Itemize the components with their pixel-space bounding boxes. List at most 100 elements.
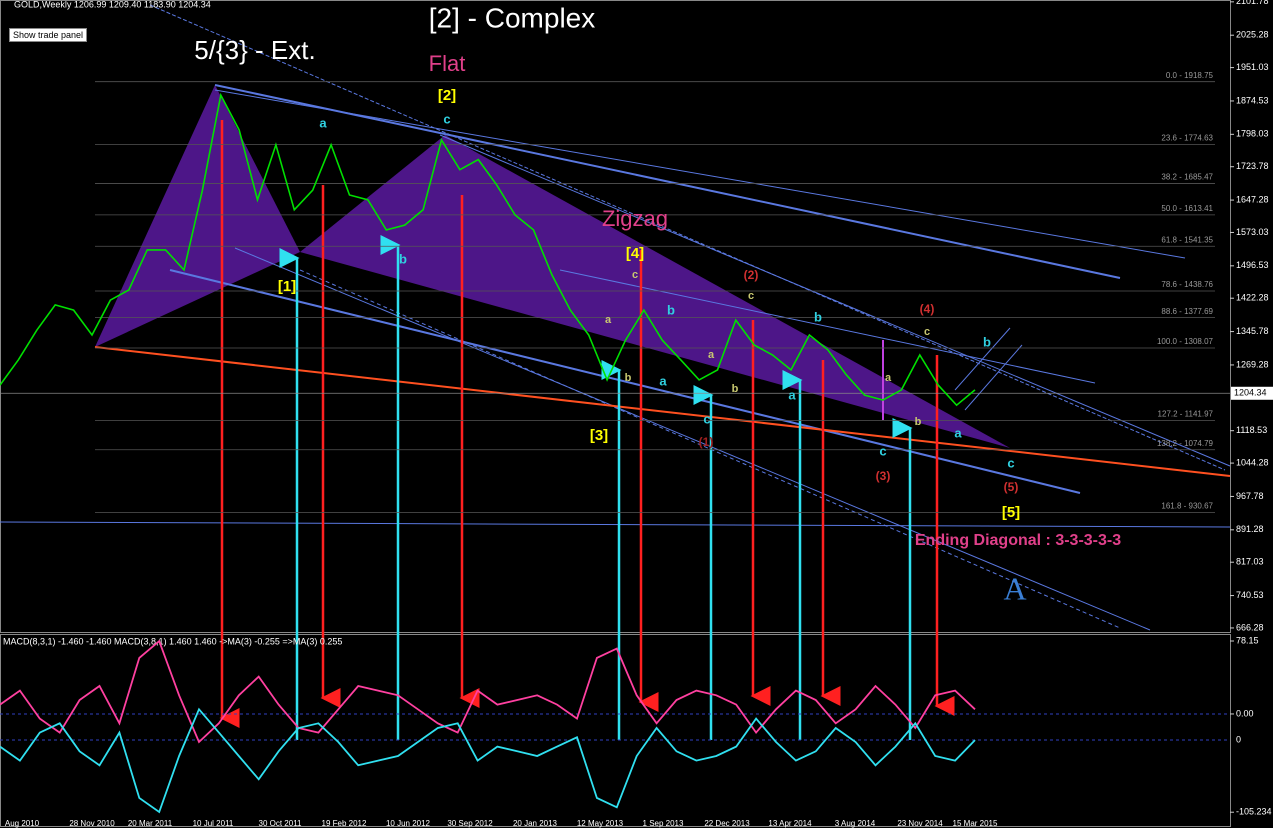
fib-label: 161.8 - 930.67 bbox=[1161, 502, 1213, 511]
y-tick-label: -105.234 bbox=[1236, 807, 1272, 817]
secondary-zero-label: 0 bbox=[1236, 734, 1241, 744]
wave-label: A bbox=[1003, 570, 1026, 606]
wave-label: a bbox=[788, 387, 796, 402]
y-tick-label: 967.78 bbox=[1236, 491, 1264, 501]
series-line bbox=[0, 707, 976, 814]
wave-label: c bbox=[703, 411, 710, 426]
x-tick-label: 22 Dec 2013 bbox=[704, 819, 750, 828]
y-tick-label: 1647.28 bbox=[1236, 194, 1269, 204]
y-tick-label: 1118.53 bbox=[1236, 425, 1267, 435]
fib-label: 88.6 - 1377.69 bbox=[1161, 307, 1213, 316]
x-tick-label: 3 Aug 2014 bbox=[835, 819, 876, 828]
wave-label: [2] - Complex bbox=[429, 2, 596, 33]
wave-label: a bbox=[708, 349, 715, 361]
wave-label: (3) bbox=[876, 469, 891, 483]
wave-label: a bbox=[319, 115, 327, 130]
y-tick-label: 817.03 bbox=[1236, 557, 1264, 567]
x-tick-label: 23 Nov 2014 bbox=[897, 819, 943, 828]
fib-label: 127.2 - 1141.97 bbox=[1158, 410, 1214, 419]
panel-borders bbox=[0, 0, 1231, 827]
y-tick-label: 1874.53 bbox=[1236, 95, 1269, 105]
signal-arrows bbox=[219, 120, 955, 740]
y-tick-label: 1044.28 bbox=[1236, 457, 1269, 467]
y-tick-label: 891.28 bbox=[1236, 524, 1264, 534]
wave-label: b bbox=[625, 372, 632, 384]
current-price-label: 1204.34 bbox=[1234, 388, 1267, 398]
x-tick-label: 28 Nov 2010 bbox=[69, 819, 115, 828]
fib-label: 38.2 - 1685.47 bbox=[1161, 173, 1213, 182]
y-tick-label: 1723.78 bbox=[1236, 161, 1269, 171]
fib-label: 61.8 - 1541.35 bbox=[1161, 235, 1213, 244]
wave-label: [5] bbox=[1002, 504, 1020, 521]
show-trade-panel-button[interactable]: Show trade panel bbox=[9, 28, 88, 42]
y-tick-label: 1269.28 bbox=[1236, 359, 1269, 369]
fib-label: 100.0 - 1308.07 bbox=[1157, 337, 1214, 346]
wave-label: (2) bbox=[744, 268, 759, 282]
fib-label: 23.6 - 1774.63 bbox=[1161, 134, 1213, 143]
fib-label: 0.0 - 1918.75 bbox=[1166, 71, 1214, 80]
wave-label: [3] bbox=[590, 427, 608, 444]
wave-label: c bbox=[748, 290, 754, 302]
fib-label: 138.2 - 1074.79 bbox=[1157, 439, 1214, 448]
wave-label: b bbox=[983, 334, 991, 349]
chart-title: GOLD,Weekly 1206.99 1209.40 1183.90 1204… bbox=[14, 0, 211, 9]
wave-label: b bbox=[915, 416, 922, 428]
y-tick-label: 1422.28 bbox=[1236, 293, 1269, 303]
y-tick-label: 1798.03 bbox=[1236, 129, 1269, 139]
wave-label: Ending Diagonal : 3-3-3-3-3 bbox=[915, 532, 1121, 549]
x-tick-label: 10 Jun 2012 bbox=[386, 819, 431, 828]
series-line bbox=[0, 92, 976, 407]
x-tick-label: 10 Jul 2011 bbox=[193, 819, 234, 828]
wave-label: a bbox=[885, 372, 892, 384]
x-tick-label: 15 Mar 2015 bbox=[953, 819, 998, 828]
current-price-box bbox=[1231, 386, 1273, 400]
y-tick-label: 1345.78 bbox=[1236, 326, 1269, 336]
fib-label: 50.0 - 1613.41 bbox=[1161, 204, 1213, 213]
wave-label: c bbox=[879, 443, 886, 458]
wave-label: b bbox=[814, 309, 822, 324]
wave-label: (1) bbox=[699, 435, 714, 449]
wave-label: c bbox=[632, 269, 638, 281]
wave-label: b bbox=[399, 251, 407, 266]
y-tick-label: 78.15 bbox=[1236, 635, 1259, 645]
y-tick-label: 2101.78 bbox=[1236, 0, 1269, 6]
y-tick-label: 666.28 bbox=[1236, 622, 1264, 632]
x-tick-label: 20 Jan 2013 bbox=[513, 819, 558, 828]
x-tick-label: 30 Sep 2012 bbox=[447, 819, 493, 828]
y-tick-label: 1951.03 bbox=[1236, 62, 1269, 72]
wave-label: a bbox=[605, 314, 612, 326]
wave-label: c bbox=[924, 326, 930, 338]
wave-shading bbox=[95, 85, 1010, 448]
y-tick-label: 0.00 bbox=[1236, 708, 1254, 718]
y-tick-label: 1496.53 bbox=[1236, 260, 1269, 270]
y-tick-label: 740.53 bbox=[1236, 590, 1264, 600]
macd-title: MACD(8,3,1) -1.460 -1.460 MACD(3,8,1) 1.… bbox=[3, 636, 342, 646]
fib-label: 78.6 - 1438.76 bbox=[1161, 280, 1213, 289]
wave-label: [2] bbox=[438, 87, 456, 104]
wave-label: [4] bbox=[626, 245, 644, 262]
wave-label: 5/{3} - Ext. bbox=[194, 35, 315, 65]
x-tick-label: 12 May 2013 bbox=[577, 819, 624, 828]
wave-label: [1] bbox=[278, 278, 296, 295]
wave-label: a bbox=[659, 373, 667, 388]
wave-label: Zigzag bbox=[602, 206, 668, 231]
wave-label: c bbox=[443, 111, 450, 126]
wave-label: a bbox=[954, 425, 962, 440]
wave-label: c bbox=[1007, 455, 1014, 470]
series-line bbox=[0, 639, 976, 744]
y-tick-label: 1573.03 bbox=[1236, 227, 1269, 237]
wave-label: (4) bbox=[920, 302, 935, 316]
x-tick-label: 20 Mar 2011 bbox=[128, 819, 173, 828]
x-tick-label: 19 Feb 2012 bbox=[322, 819, 367, 828]
trendlines bbox=[0, 4, 1231, 631]
wave-label: b bbox=[667, 302, 675, 317]
wave-label: Flat bbox=[429, 51, 466, 76]
x-tick-label: 1 Sep 2013 bbox=[643, 819, 684, 828]
wave-label: (5) bbox=[1004, 480, 1019, 494]
y-tick-label: 2025.28 bbox=[1236, 30, 1269, 40]
x-tick-label: 30 Oct 2011 bbox=[259, 819, 303, 828]
wave-label: b bbox=[732, 383, 739, 395]
x-tick-label: Aug 2010 bbox=[5, 819, 40, 828]
x-tick-label: 13 Apr 2014 bbox=[768, 819, 812, 828]
